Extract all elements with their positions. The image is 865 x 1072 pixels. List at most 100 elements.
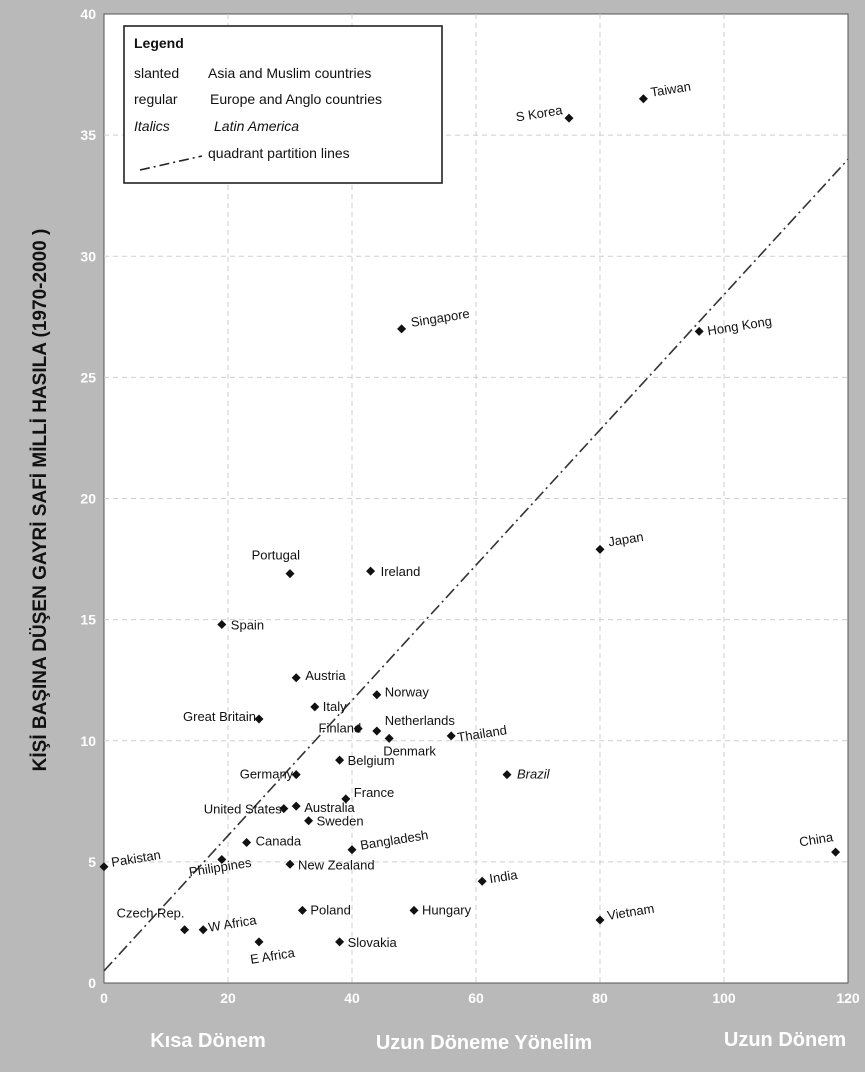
x-tick-label: 60 <box>468 990 484 1006</box>
point-marker-india <box>477 876 487 886</box>
y-tick-label: 15 <box>80 612 96 628</box>
point-label-france: France <box>354 785 394 800</box>
point-marker-ireland <box>366 566 376 576</box>
point-marker-sweden <box>304 816 314 826</box>
point-label-new-zealand: New Zealand <box>298 857 375 872</box>
point-marker-brazil <box>502 770 512 780</box>
point-marker-thailand <box>446 731 456 741</box>
point-marker-portugal <box>285 569 295 579</box>
point-marker-china <box>831 847 841 857</box>
legend-text-latin: Latin America <box>214 118 299 134</box>
point-label-s-korea: S Korea <box>515 102 565 124</box>
point-label-portugal: Portugal <box>252 548 301 563</box>
point-marker-austria <box>291 673 301 683</box>
x-tick-label: 40 <box>344 990 360 1006</box>
point-marker-w-africa <box>198 925 208 935</box>
point-label-canada: Canada <box>256 833 302 848</box>
legend-key-italics: Italics <box>134 118 170 134</box>
point-marker-vietnam <box>595 915 605 925</box>
legend-text-partition: quadrant partition lines <box>208 145 350 161</box>
x-group-label-long: Uzun Dönem <box>724 1029 846 1051</box>
point-marker-great-britain <box>254 714 264 724</box>
point-marker-germany <box>291 770 301 780</box>
point-label-netherlands: Netherlands <box>385 713 456 728</box>
quadrant-partition-line <box>103 158 849 972</box>
point-marker-norway <box>372 690 382 700</box>
point-label-australia: Australia <box>304 800 355 815</box>
point-label-germany: Germany <box>240 767 294 782</box>
point-label-brazil: Brazil <box>517 767 551 782</box>
x-tick-label: 120 <box>836 990 860 1006</box>
point-marker-italy <box>310 702 320 712</box>
legend-text-europe: Europe and Anglo countries <box>210 91 382 107</box>
point-marker-hungary <box>409 905 419 915</box>
point-label-united-states: United States <box>204 802 283 817</box>
legend-key-regular: regular <box>134 91 178 107</box>
point-marker-philippines <box>217 854 227 864</box>
point-marker-japan <box>595 544 605 554</box>
point-label-e-africa: E Africa <box>249 945 296 967</box>
y-tick-label: 35 <box>80 127 96 143</box>
point-label-italy: Italy <box>323 699 347 714</box>
legend: Legend slanted Asia and Muslim countries… <box>123 25 443 184</box>
point-label-spain: Spain <box>231 617 264 632</box>
point-marker-hong-kong <box>694 326 704 336</box>
x-group-label-middle: Uzun Döneme Yönelim <box>376 1032 592 1054</box>
legend-key-slanted: slanted <box>134 65 179 81</box>
point-marker-bangladesh <box>347 845 357 855</box>
point-marker-united-states <box>279 804 289 814</box>
point-label-czech-rep: Czech Rep. <box>117 906 185 921</box>
point-marker-poland <box>297 905 307 915</box>
point-label-vietnam: Vietnam <box>606 901 655 923</box>
point-label-sweden: Sweden <box>317 814 364 829</box>
point-marker-spain <box>217 619 227 629</box>
y-tick-label: 40 <box>80 6 96 22</box>
grid-lines <box>104 14 848 983</box>
y-tick-label: 30 <box>80 248 96 264</box>
y-tick-label: 0 <box>88 975 96 991</box>
point-label-norway: Norway <box>385 685 430 700</box>
point-label-china: China <box>798 829 835 849</box>
y-axis-title: KİŞİ BAŞINA DÜŞEN GAYRİ SAFİ MİLLİ HASIL… <box>30 229 51 772</box>
y-tick-labels: 0 5 10 15 20 25 30 35 40 <box>80 6 96 991</box>
x-tick-label: 80 <box>592 990 608 1006</box>
point-label-india: India <box>488 867 519 886</box>
point-marker-australia <box>291 801 301 811</box>
point-marker-singapore <box>397 324 407 334</box>
point-marker-s-korea <box>564 113 574 123</box>
point-label-austria: Austria <box>305 668 346 683</box>
point-marker-france <box>341 794 351 804</box>
y-tick-label: 20 <box>80 491 96 507</box>
x-tick-label: 20 <box>220 990 236 1006</box>
point-marker-czech-rep <box>180 925 190 935</box>
x-group-label-short: Kısa Dönem <box>150 1030 266 1052</box>
point-label-hungary: Hungary <box>422 902 472 917</box>
point-marker-netherlands <box>372 726 382 736</box>
y-tick-label: 10 <box>80 733 96 749</box>
point-label-slovakia: Slovakia <box>348 935 398 950</box>
legend-box <box>123 25 443 184</box>
legend-title: Legend <box>134 35 184 51</box>
point-marker-slovakia <box>335 937 345 947</box>
point-label-japan: Japan <box>607 529 644 549</box>
point-marker-belgium <box>335 755 345 765</box>
point-marker-denmark <box>384 733 394 743</box>
x-tick-label: 0 <box>100 990 108 1006</box>
point-marker-finland <box>353 724 363 734</box>
point-marker-taiwan <box>638 94 648 104</box>
x-tick-label: 100 <box>712 990 736 1006</box>
legend-text-asia: Asia and Muslim countries <box>208 65 371 81</box>
point-label-belgium: Belgium <box>348 753 395 768</box>
x-tick-labels: 0 20 40 60 80 100 120 <box>100 990 860 1006</box>
point-marker-e-africa <box>254 937 264 947</box>
point-label-taiwan: Taiwan <box>650 79 692 100</box>
point-label-denmark: Denmark <box>383 743 436 758</box>
point-label-poland: Poland <box>310 902 350 917</box>
point-marker-canada <box>242 837 252 847</box>
point-label-great-britain: Great Britain <box>183 709 256 724</box>
point-label-ireland: Ireland <box>381 564 421 579</box>
y-tick-label: 25 <box>80 369 96 385</box>
point-label-finland: Finland <box>319 721 362 736</box>
point-marker-new-zealand <box>285 859 295 869</box>
